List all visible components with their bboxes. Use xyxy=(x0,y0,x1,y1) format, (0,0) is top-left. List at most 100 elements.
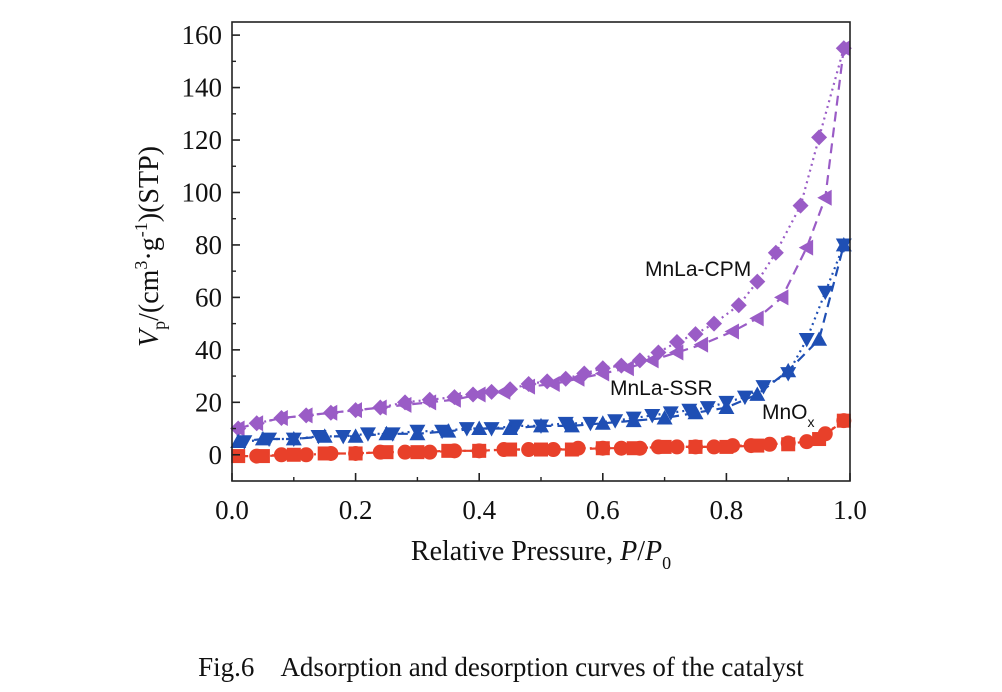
data-point xyxy=(397,444,413,460)
data-point xyxy=(762,436,778,452)
data-point xyxy=(557,416,574,432)
data-point xyxy=(706,315,723,332)
data-point xyxy=(533,419,549,434)
figure-number: Fig.6 xyxy=(198,652,255,682)
data-point xyxy=(817,189,832,206)
data-point xyxy=(743,438,759,454)
data-point xyxy=(755,380,772,395)
data-point xyxy=(323,445,339,461)
data-point xyxy=(322,404,339,421)
data-point xyxy=(632,440,648,456)
data-point xyxy=(347,402,364,419)
y-tick-label: 60 xyxy=(195,282,222,312)
data-point xyxy=(310,430,327,445)
data-point xyxy=(236,435,253,450)
data-point xyxy=(521,442,537,458)
data-point xyxy=(582,416,599,432)
series-line-adsorption xyxy=(237,48,845,430)
data-point xyxy=(372,399,389,416)
data-point xyxy=(465,386,482,403)
data-point xyxy=(811,331,828,346)
data-point xyxy=(798,332,815,348)
data-point xyxy=(458,422,475,437)
data-point xyxy=(656,410,673,425)
data-point xyxy=(693,336,709,353)
data-point xyxy=(817,285,834,301)
data-point xyxy=(730,297,747,314)
data-point xyxy=(471,420,488,435)
data-point xyxy=(534,442,548,457)
data-point xyxy=(249,448,265,464)
series-mnla-ssr xyxy=(230,236,852,450)
data-point xyxy=(409,424,426,440)
data-point xyxy=(619,360,634,377)
data-point xyxy=(613,440,629,456)
x-tick-label: 0.8 xyxy=(710,495,744,525)
data-point xyxy=(570,440,586,456)
data-point xyxy=(650,439,666,455)
data-point xyxy=(780,435,796,451)
data-point xyxy=(421,391,438,408)
series-line-desorption xyxy=(237,47,845,430)
data-point xyxy=(273,410,290,427)
data-point xyxy=(594,415,611,430)
data-point xyxy=(835,40,852,57)
data-point xyxy=(607,414,624,429)
data-point xyxy=(668,333,685,350)
data-point xyxy=(687,404,704,420)
data-point xyxy=(595,440,611,456)
data-point xyxy=(835,238,852,253)
data-point xyxy=(576,365,593,382)
data-point xyxy=(631,352,648,369)
data-point xyxy=(286,447,301,462)
data-point xyxy=(446,389,463,406)
x-tick-label: 0.6 xyxy=(586,495,620,525)
x-tick-label: 1.0 xyxy=(833,495,867,525)
data-point xyxy=(817,426,833,442)
x-axis: 0.0 0.2 0.4 0.6 0.8 1.0 xyxy=(215,473,867,525)
data-point xyxy=(767,244,784,261)
data-point xyxy=(594,360,611,377)
x-tick-label: 0.2 xyxy=(339,495,373,525)
data-point xyxy=(774,289,789,306)
series-line-desorption xyxy=(244,244,845,443)
data-point xyxy=(749,310,764,327)
series-mnla-cpm xyxy=(230,40,852,437)
data-point xyxy=(359,427,376,442)
y-tick-label: 140 xyxy=(182,73,223,103)
data-point xyxy=(335,430,352,445)
data-point xyxy=(508,419,525,434)
data-point xyxy=(483,422,500,437)
series-line-desorption xyxy=(256,419,845,458)
x-tick-label: 0.0 xyxy=(215,495,249,525)
data-point xyxy=(231,449,246,464)
data-point xyxy=(718,395,735,411)
data-point xyxy=(780,367,797,382)
data-point xyxy=(397,394,414,411)
data-point xyxy=(563,417,580,433)
isotherm-chart: 0.0 0.2 0.4 0.6 0.8 1.0 0 20 40 60 80 100 120 140 160… xyxy=(131,20,867,573)
data-point xyxy=(644,409,661,424)
series-label-mnla-ssr: MnLa-SSR xyxy=(610,377,713,400)
data-point xyxy=(681,403,698,419)
data-point xyxy=(446,443,462,459)
data-point xyxy=(502,420,519,435)
data-point xyxy=(662,406,679,421)
y-tick-label: 160 xyxy=(182,20,223,50)
data-point xyxy=(799,434,815,450)
y-tick-label: 40 xyxy=(195,335,222,365)
y-tick-label: 100 xyxy=(182,177,223,207)
figure-caption-text: Adsorption and desorption curves of the … xyxy=(280,652,804,682)
data-point xyxy=(348,445,364,461)
figure-caption: Fig.6 Adsorption and desorption curves of… xyxy=(0,652,1002,683)
data-point xyxy=(625,411,642,427)
data-point xyxy=(261,432,278,448)
y-tick-label: 0 xyxy=(209,440,223,470)
data-point xyxy=(372,444,388,460)
data-point xyxy=(248,415,265,432)
data-point xyxy=(483,383,500,400)
y-tick-label: 20 xyxy=(195,387,222,417)
data-point xyxy=(545,442,561,458)
y-axis: 0 20 40 60 80 100 120 140 160 xyxy=(182,20,240,470)
data-point xyxy=(471,443,487,459)
